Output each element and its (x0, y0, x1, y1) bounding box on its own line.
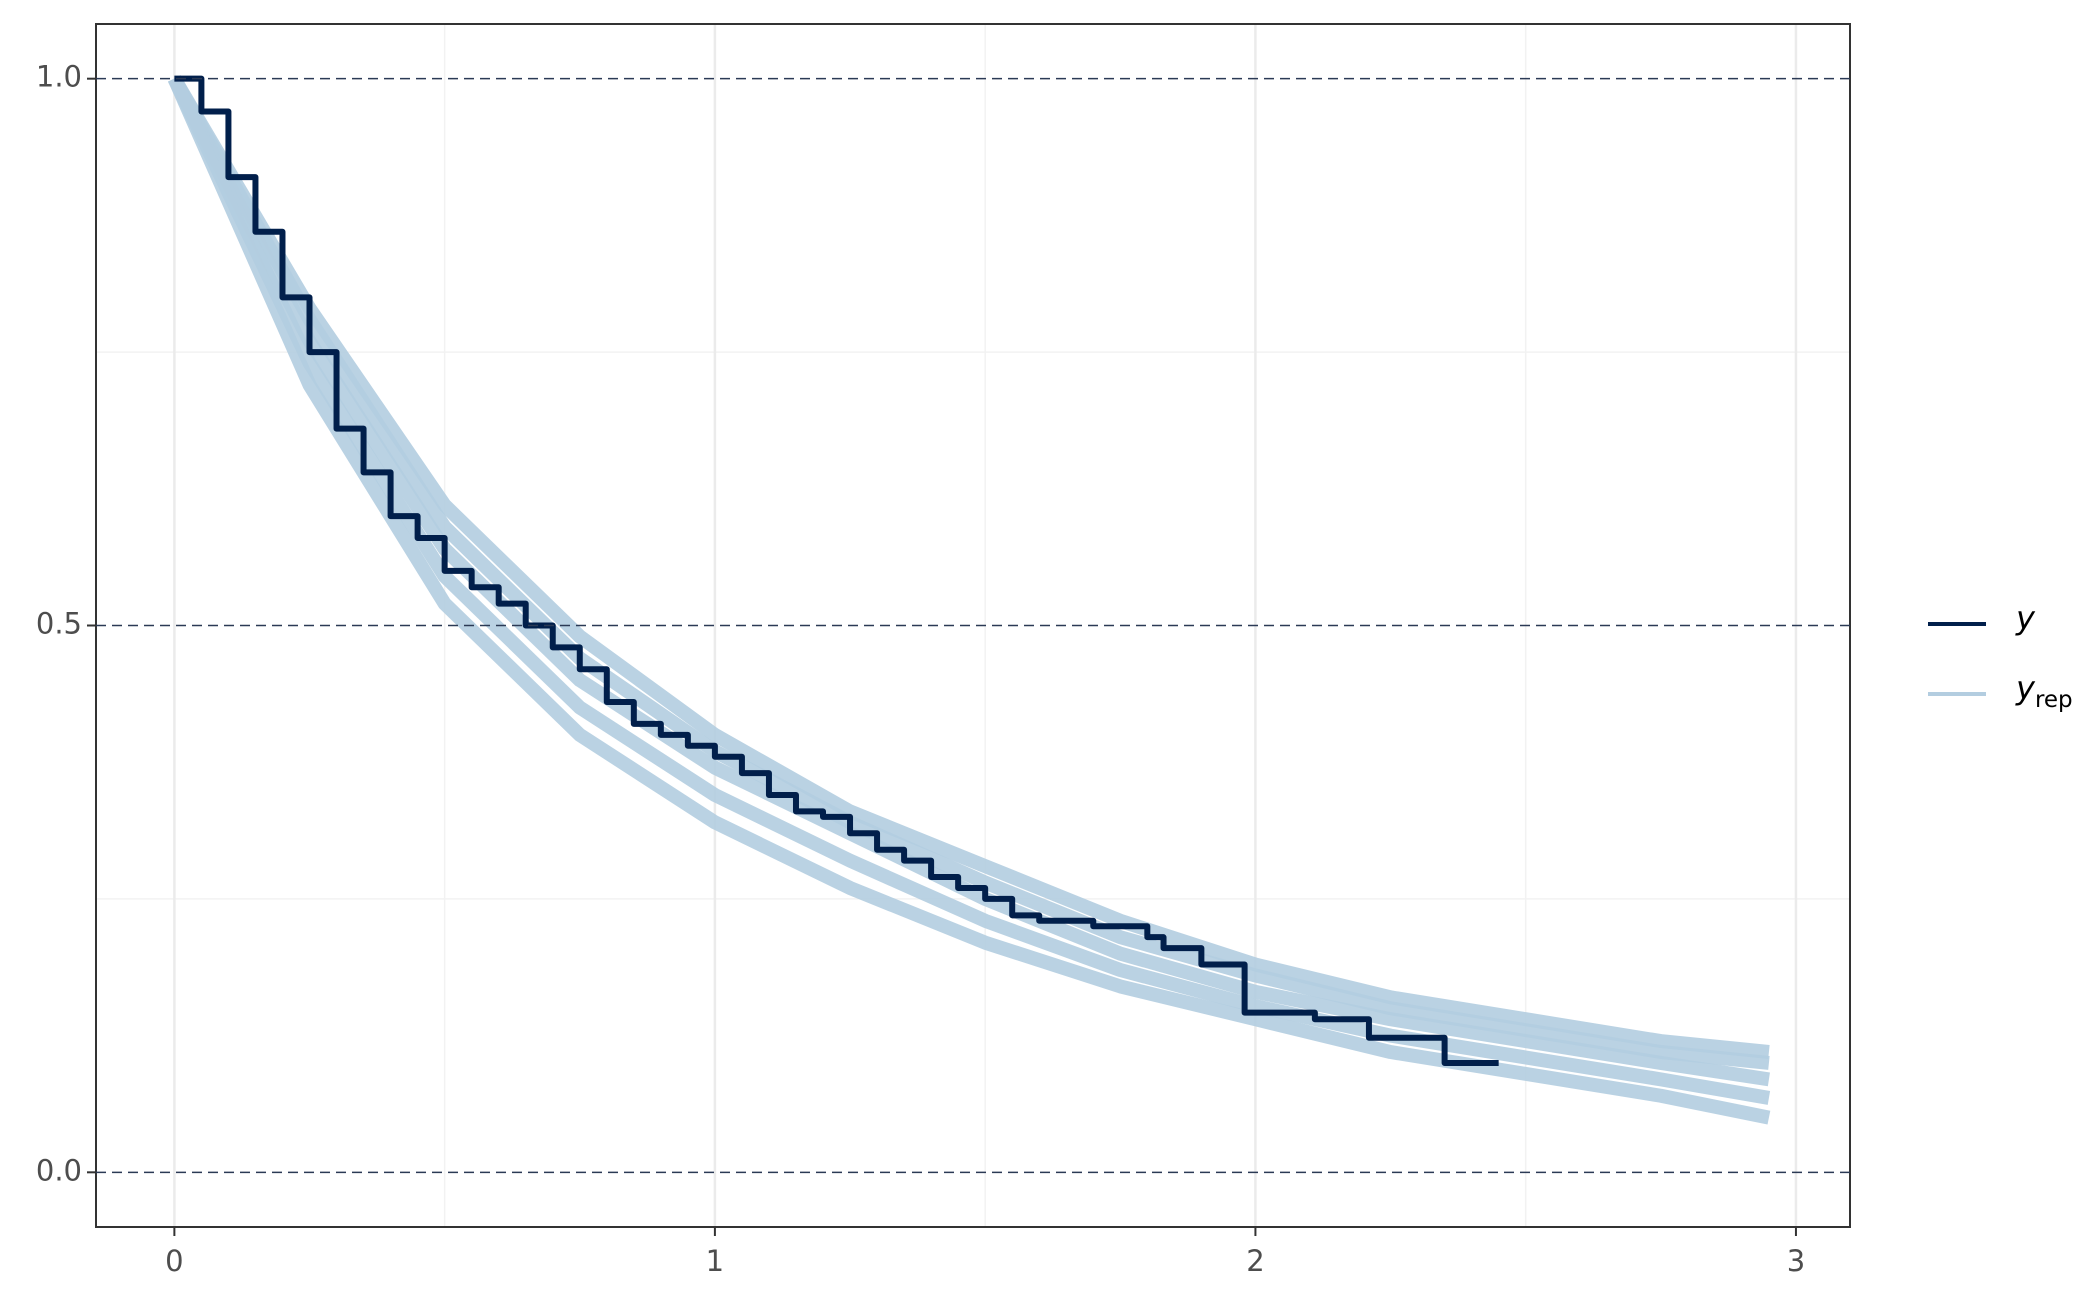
legend-label: yrep (2015, 669, 2073, 713)
axes: 0 1 2 3 0.0 0.5 1.0 (36, 60, 1850, 1278)
x-tick-label: 1 (706, 1244, 724, 1278)
y-line (174, 75, 1499, 1066)
legend-label-base: y (2015, 669, 2036, 707)
yrep-line (168, 75, 1770, 1070)
legend-label-base: y (2015, 599, 2036, 637)
yrep-line (167, 75, 1771, 1125)
marks (167, 75, 1771, 1125)
x-tick-label: 0 (165, 1244, 183, 1278)
yrep-line (168, 75, 1770, 1059)
y-tick-label: 0.0 (36, 1153, 82, 1187)
legend-label: y (2015, 599, 2036, 637)
yrep-line (168, 75, 1771, 1105)
x-tick-label: 2 (1246, 1244, 1264, 1278)
x-tick-label: 3 (1787, 1244, 1805, 1278)
y-tick-label: 0.5 (36, 607, 82, 641)
y-tick-label: 1.0 (36, 60, 82, 94)
legend-label-sub: rep (2035, 687, 2073, 713)
